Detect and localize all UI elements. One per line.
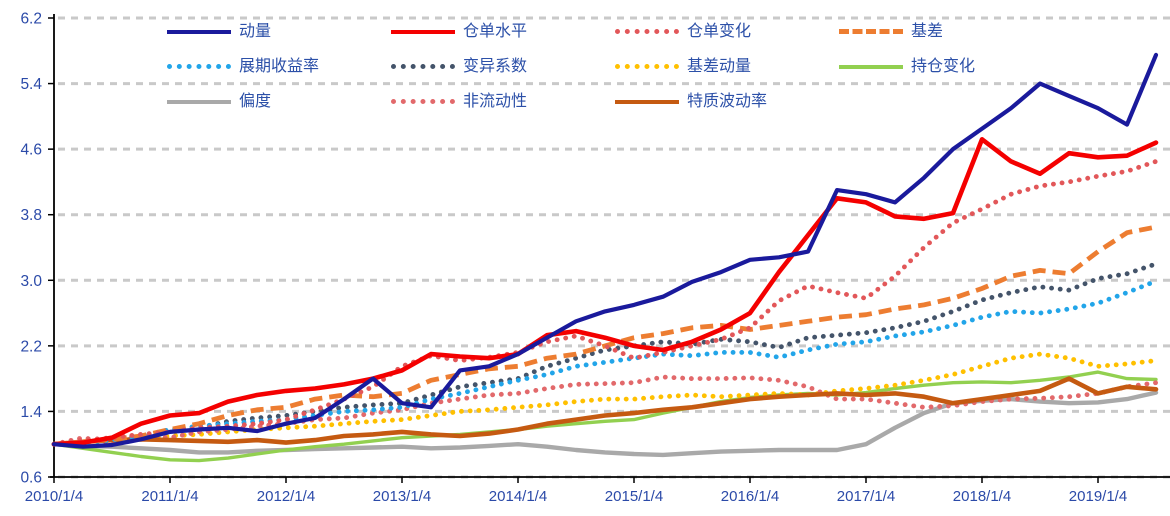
y-tick-label: 3.8 [20, 207, 42, 224]
legend-marker-icon [839, 64, 903, 69]
y-tick-label: 1.4 [20, 404, 42, 421]
y-tick-label: 0.6 [20, 470, 42, 487]
legend-item-roll-yield: 展期收益率 [167, 49, 391, 84]
legend-marker-icon [615, 64, 679, 69]
y-tick-label: 4.6 [20, 142, 42, 159]
legend-item-warehouse-change: 仓单变化 [615, 14, 839, 49]
legend-item-basis-momentum: 基差动量 [615, 49, 839, 84]
series-line-仓单水平 [51, 137, 1159, 447]
legend-label: 非流动性 [463, 92, 528, 110]
legend-marker-icon [167, 99, 231, 104]
series-line-基差动量 [51, 351, 1159, 447]
y-tick-label: 2.2 [20, 338, 42, 355]
legend-label: 仓单变化 [687, 22, 752, 40]
x-tick-label: 2013/1/4 [373, 488, 431, 505]
legend-marker-icon [167, 29, 231, 34]
x-tick-label: 2015/1/4 [605, 488, 663, 505]
legend-label: 动量 [239, 22, 272, 40]
legend-label: 展期收益率 [239, 57, 320, 75]
legend-marker-icon [839, 29, 903, 34]
series-line-仓单变化 [51, 158, 1159, 447]
x-tick-label: 2014/1/4 [489, 488, 547, 505]
legend-label: 偏度 [239, 92, 272, 110]
series-line-展期收益率 [51, 278, 1159, 447]
legend-item-idiosyncratic-vol: 特质波动率 [615, 84, 839, 119]
legend-label: 变异系数 [463, 57, 528, 75]
legend-marker-icon [615, 29, 679, 34]
x-tick-label: 2010/1/4 [25, 488, 83, 505]
legend-item-position-change: 持仓变化 [839, 49, 1063, 84]
legend-item-coeff-variation: 变异系数 [391, 49, 615, 84]
x-tick-label: 2011/1/4 [141, 488, 198, 505]
chart-legend: 动量 仓单水平 仓单变化 基差 展期收益率 变异系数 基差动量 持仓变化 [167, 14, 1063, 119]
legend-marker-icon [615, 99, 679, 104]
legend-label: 基差动量 [687, 57, 752, 75]
legend-item-momentum: 动量 [167, 14, 391, 49]
legend-item-basis: 基差 [839, 14, 1063, 49]
legend-label: 基差 [911, 22, 944, 40]
x-tick-label: 2016/1/4 [721, 488, 779, 505]
legend-item-warehouse-level: 仓单水平 [391, 14, 615, 49]
series-line-动量 [51, 52, 1159, 449]
x-tick-label: 2017/1/4 [837, 488, 895, 505]
legend-label: 特质波动率 [687, 92, 768, 110]
series-line-非流动性 [51, 374, 1159, 447]
legend-label: 持仓变化 [911, 57, 976, 75]
legend-marker-icon [167, 64, 231, 69]
y-tick-label: 5.4 [20, 76, 42, 93]
x-tick-label: 2012/1/4 [257, 488, 315, 505]
legend-item-skewness: 偏度 [167, 84, 391, 119]
legend-marker-icon [391, 64, 455, 69]
legend-marker-icon [391, 99, 455, 104]
y-tick-label: 3.0 [20, 273, 42, 290]
y-tick-label: 6.2 [20, 11, 42, 28]
series-line-持仓变化 [52, 370, 1158, 463]
legend-item-illiquidity: 非流动性 [391, 84, 615, 119]
legend-marker-icon [391, 29, 455, 34]
x-tick-label: 2019/1/4 [1069, 488, 1127, 505]
legend-label: 仓单水平 [463, 22, 528, 40]
x-tick-label: 2018/1/4 [953, 488, 1011, 505]
series-line-特质波动率 [51, 376, 1159, 447]
